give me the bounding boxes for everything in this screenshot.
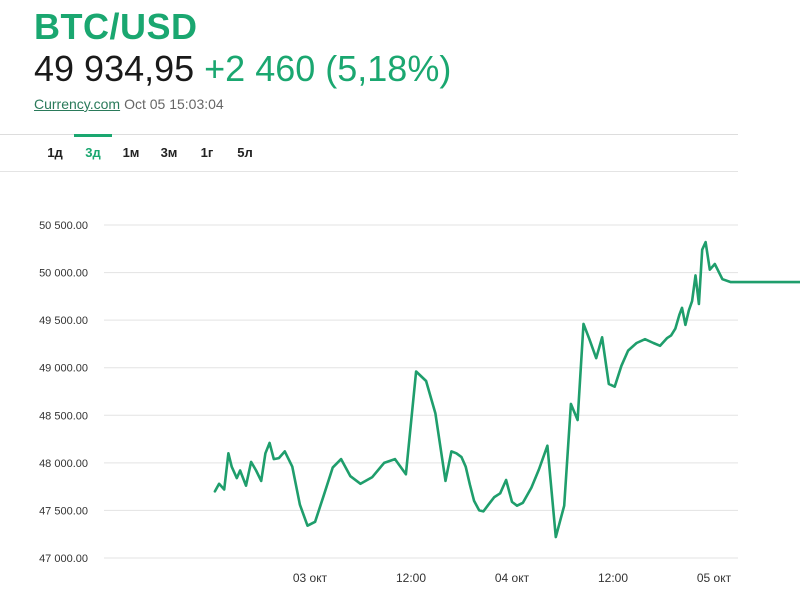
price-chart: 47 000.00 47 500.00 48 000.00 48 500.00 49 0… bbox=[39, 220, 800, 585]
y-tick-label: 47 000.00 bbox=[39, 553, 88, 565]
tab-1d[interactable]: 1д bbox=[47, 145, 63, 160]
price-change: +2 460 (5,18%) bbox=[204, 48, 452, 89]
tab-1m[interactable]: 1м bbox=[122, 145, 140, 160]
y-tick-label: 48 000.00 bbox=[39, 458, 88, 470]
x-tick-label: 12:00 bbox=[396, 571, 426, 585]
divider-top bbox=[0, 134, 738, 135]
tab-3d[interactable]: 3д bbox=[74, 134, 112, 171]
y-tick-label: 49 500.00 bbox=[39, 315, 88, 327]
x-tick-label: 05 окт bbox=[697, 571, 732, 585]
price-row: 49 934,95 +2 460 (5,18%) bbox=[34, 48, 451, 90]
pair-title: BTC/USD bbox=[34, 6, 198, 47]
y-tick-label: 49 000.00 bbox=[39, 363, 88, 375]
timestamp: Oct 05 15:03:04 bbox=[124, 96, 224, 112]
tab-5y[interactable]: 5л bbox=[237, 145, 253, 160]
divider-bottom bbox=[0, 171, 738, 172]
x-tick-label: 03 окт bbox=[293, 571, 328, 585]
source-link[interactable]: Currency.com bbox=[34, 96, 121, 112]
timeframe-tabs: 1д 3д 1м 3м 1г 5л bbox=[36, 134, 264, 171]
x-tick-label: 12:00 bbox=[598, 571, 628, 585]
x-tick-label: 04 окт bbox=[495, 571, 530, 585]
current-price: 49 934,95 bbox=[34, 48, 195, 89]
y-tick-label: 50 000.00 bbox=[39, 268, 88, 280]
source-row: Currency.com Oct 05 15:03:04 bbox=[34, 96, 224, 112]
y-tick-label: 50 500.00 bbox=[39, 220, 88, 232]
y-tick-label: 47 500.00 bbox=[39, 505, 88, 517]
price-line bbox=[213, 240, 800, 539]
y-tick-label: 48 500.00 bbox=[39, 410, 88, 422]
tab-1y[interactable]: 1г bbox=[200, 145, 214, 160]
tab-3m[interactable]: 3м bbox=[160, 145, 178, 160]
